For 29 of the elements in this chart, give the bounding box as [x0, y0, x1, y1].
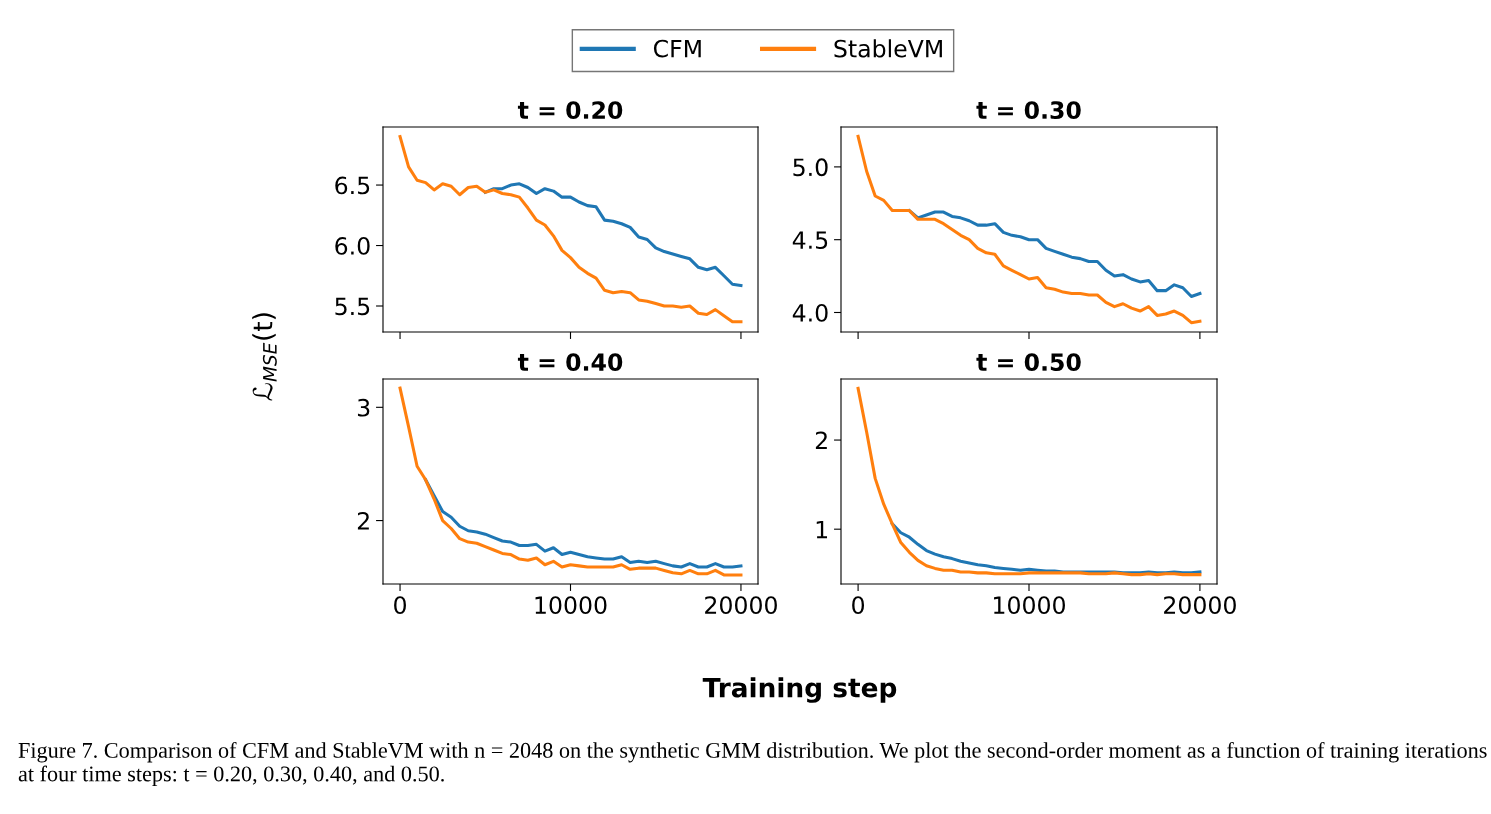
x-tick-label: 10000 — [994, 596, 1065, 615]
y-tick-label: 6.5 — [335, 176, 370, 195]
y-tick-label: 4.0 — [792, 303, 828, 322]
chart-title: t = 0.40 — [517, 353, 623, 371]
x-tick-label: 10000 — [535, 596, 607, 615]
line-series — [398, 135, 743, 324]
x-tick-label: 20000 — [705, 596, 777, 615]
x-axis-title: Training step — [702, 677, 897, 703]
line-series — [856, 134, 1202, 325]
x-tick-label: 0 — [852, 596, 865, 615]
y-tick-label: 5.5 — [335, 297, 370, 316]
x-tick-label: 0 — [394, 596, 406, 615]
y-tick-label: 3 — [357, 398, 370, 417]
x-tick-label: 20000 — [1164, 596, 1236, 615]
y-axis-title: ℒ$_{MSE}$(t) — [252, 313, 277, 401]
y-tick-label: 5.0 — [793, 158, 828, 177]
legend-label: CFM — [653, 39, 701, 58]
y-tick-label: 1 — [816, 520, 828, 539]
y-tick-label: 4.5 — [792, 231, 828, 249]
chart-title: t = 0.20 — [517, 101, 623, 119]
line-series — [856, 386, 1202, 577]
line-series — [398, 386, 743, 577]
legend-label: StableVM — [834, 39, 942, 58]
chart-title: t = 0.30 — [976, 101, 1081, 119]
caption: Figure 7. Comparison of CFM and StableVM with n = 2048 on the synthetic GMM distribution. We plot the second-order moment as a function of training iterations at four time steps: t = 0.20, 0.30, 0.40, and 0.50. — [18, 742, 1487, 786]
y-tick-label: 2 — [357, 512, 369, 530]
y-tick-label: 2 — [815, 431, 827, 450]
y-tick-label: 6.0 — [335, 236, 370, 255]
chart-title: t = 0.50 — [976, 353, 1081, 371]
